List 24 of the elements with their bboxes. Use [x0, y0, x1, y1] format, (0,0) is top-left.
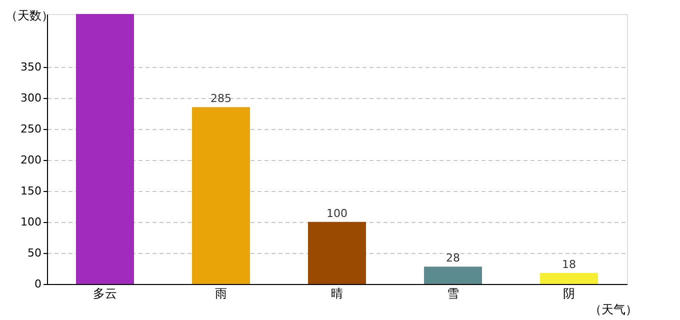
x-tick-label: 雨 [215, 286, 227, 300]
y-tick-label: 200 [20, 153, 42, 166]
bar [424, 266, 482, 284]
data-label: 285 [210, 92, 232, 106]
y-tick-label: 350 [20, 60, 42, 74]
data-label: 28 [446, 252, 460, 265]
y-axis-title: （天数） [6, 8, 54, 22]
y-tick-label: 100 [20, 215, 42, 228]
data-label: 100 [326, 206, 348, 220]
x-axis-title: （天气） [590, 302, 638, 316]
bar [76, 14, 134, 284]
bar [308, 222, 366, 284]
x-tick-label: 雪 [447, 286, 459, 300]
x-tick-label: 晴 [331, 286, 343, 300]
y-tick-label: 300 [20, 91, 42, 104]
y-tick-label: 0 [34, 278, 42, 290]
y-tick-label: 50 [28, 246, 42, 260]
x-tick-label: 阴 [563, 286, 575, 300]
bar [192, 107, 250, 284]
bar [540, 272, 598, 284]
x-tick-label: 多云 [93, 286, 117, 300]
data-label: 18 [562, 258, 576, 271]
y-tick-label: 150 [20, 184, 42, 198]
y-tick-label: 250 [20, 122, 42, 136]
